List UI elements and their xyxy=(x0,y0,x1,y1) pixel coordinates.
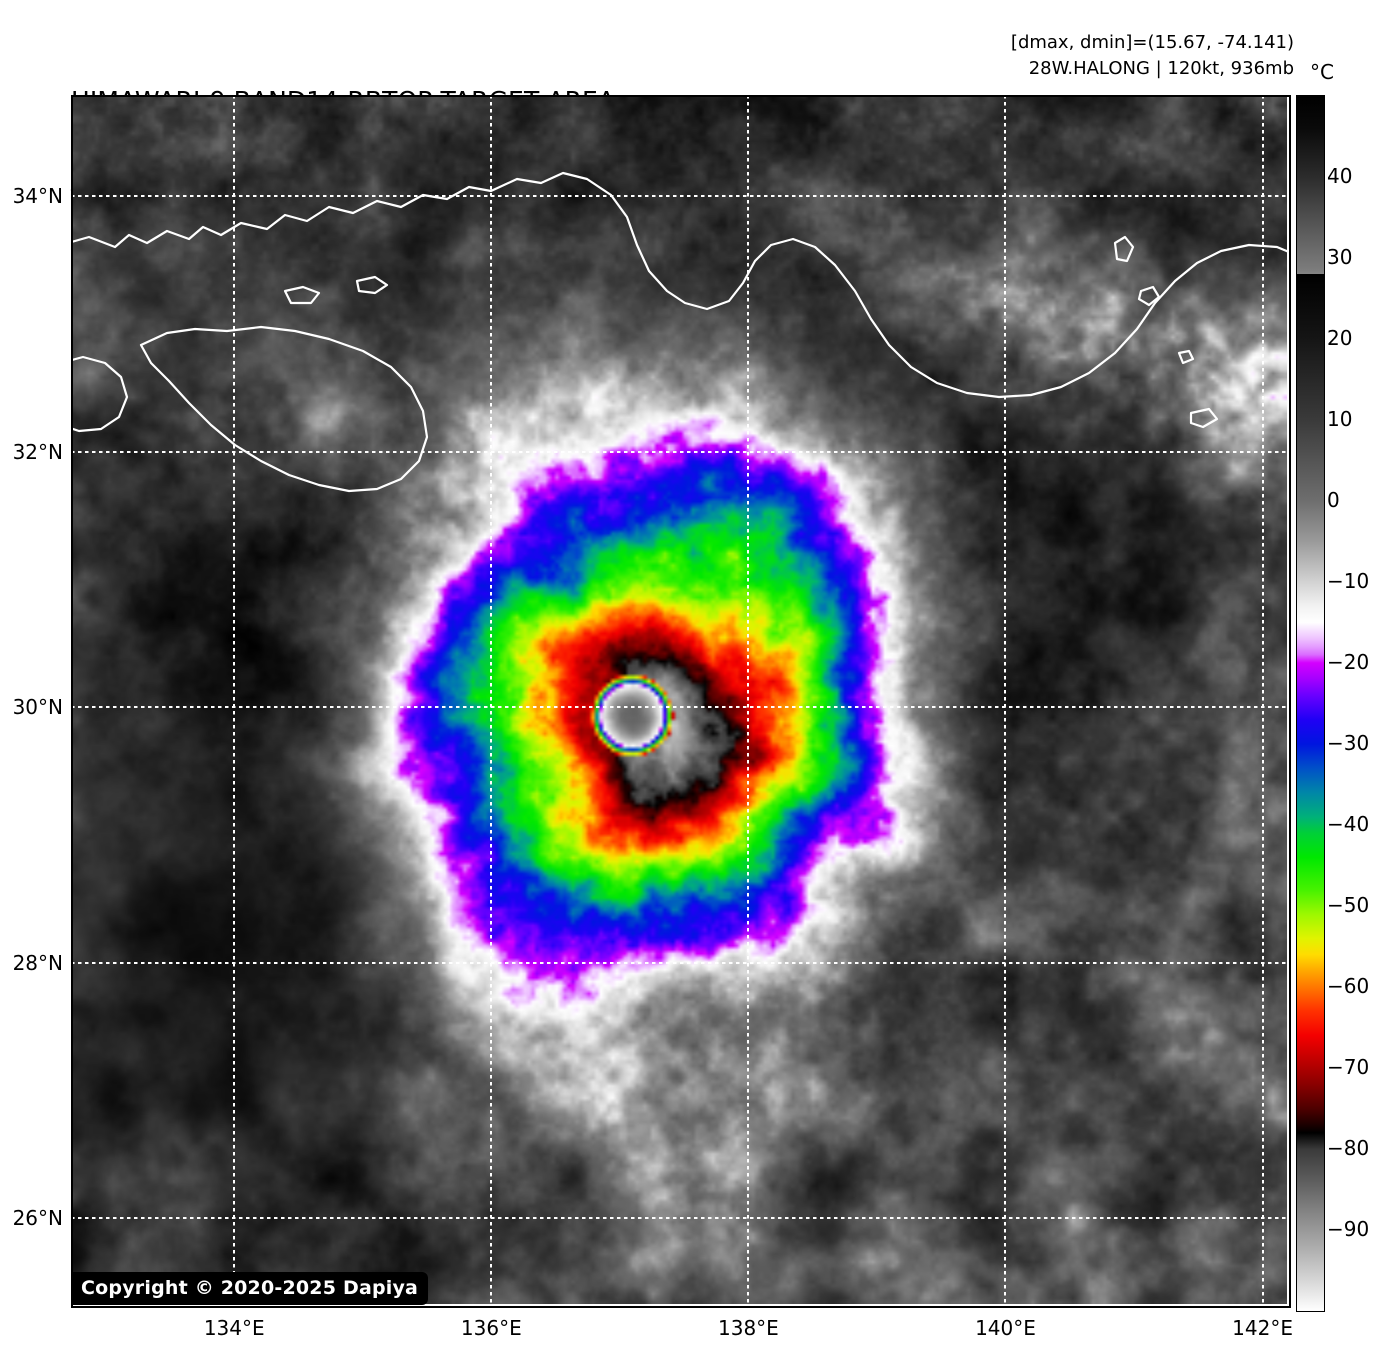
longitude-tick-label: 134°E xyxy=(203,1316,265,1340)
latitude-gridline xyxy=(71,961,1287,964)
coastline-path xyxy=(1113,235,1135,263)
longitude-tick-label: 136°E xyxy=(460,1316,522,1340)
latitude-gridline xyxy=(71,706,1287,709)
coastline-path xyxy=(1177,349,1195,365)
coastline-path xyxy=(71,355,129,433)
colorbar-tick-label: 0 xyxy=(1327,488,1340,512)
coastline-path xyxy=(1137,285,1161,307)
coastline-path xyxy=(139,325,429,493)
brightness-temperature-field xyxy=(71,95,1287,1304)
latitude-gridline xyxy=(71,194,1287,197)
copyright-banner-wrap: Copyright © 2020-2025 Dapiya xyxy=(0,1269,1390,1305)
latitude-tick-label: 28°N xyxy=(12,950,63,975)
storm-info-label: 28W.HALONG | 120kt, 936mb xyxy=(1028,58,1294,80)
longitude-gridline xyxy=(1261,95,1264,1304)
latitude-tick-label: 32°N xyxy=(12,439,63,464)
coastline-path xyxy=(1189,407,1219,429)
colorbar-tick-label: 10 xyxy=(1327,407,1353,431)
coastline-path xyxy=(1029,243,1287,397)
colorbar-tick-label: −20 xyxy=(1327,650,1370,674)
colorbar-tick-label: 20 xyxy=(1327,326,1353,350)
coastline-path xyxy=(283,285,321,305)
longitude-gridline xyxy=(747,95,750,1304)
longitude-axis: 134°E 136°E 138°E 140°E 142°E xyxy=(71,1316,1293,1346)
longitude-tick-label: 138°E xyxy=(718,1316,779,1340)
colorbar-rainbow-segment xyxy=(1297,274,1324,1311)
longitude-gridline xyxy=(1004,95,1007,1304)
colorbar-tick-label: −80 xyxy=(1327,1136,1370,1160)
colorbar-tick-label: −10 xyxy=(1327,569,1370,593)
colorbar-tick-label: 40 xyxy=(1327,164,1353,188)
colorbar xyxy=(1296,95,1325,1312)
colorbar-tick-label: 30 xyxy=(1327,245,1353,269)
satellite-image-plot xyxy=(71,95,1287,1304)
copyright-watermark: Copyright © 2020-2025 Dapiya xyxy=(71,1272,429,1305)
latitude-tick-label: 26°N xyxy=(12,1206,63,1231)
satellite-imagery-canvas xyxy=(71,95,1287,1304)
latitude-gridline xyxy=(71,1217,1287,1220)
colorbar-unit-label: °C xyxy=(1310,60,1334,84)
colorbar-tick-label: −50 xyxy=(1327,893,1370,917)
longitude-tick-label: 142°E xyxy=(1232,1316,1293,1340)
colorbar-tick-label: −40 xyxy=(1327,812,1370,836)
colorbar-tick-labels: 40 30 20 10 0 −10 −20 −30 −40 −50 −60 −70 −80 −90 xyxy=(1327,95,1387,1310)
dminmax-label: [dmax, dmin]=(15.67, -74.141) xyxy=(1010,32,1294,53)
coastline-path xyxy=(71,171,1033,399)
coastline-path xyxy=(355,275,389,295)
metadata-block: [dmax, dmin]=(15.67, -74.141) 28W.HALONG… xyxy=(1011,30,1294,82)
longitude-gridline xyxy=(233,95,236,1304)
colorbar-tick-label: −60 xyxy=(1327,974,1370,998)
longitude-tick-label: 140°E xyxy=(975,1316,1036,1340)
latitude-gridline xyxy=(71,450,1287,453)
longitude-gridline xyxy=(490,95,493,1304)
colorbar-tick-label: −90 xyxy=(1327,1217,1370,1241)
latitude-axis: 34°N 32°N 30°N 28°N 26°N xyxy=(0,95,64,1304)
colorbar-tick-label: −30 xyxy=(1327,731,1370,755)
colorbar-tick-label: −70 xyxy=(1327,1055,1370,1079)
colorbar-warm-gray-segment xyxy=(1297,96,1324,275)
latitude-tick-label: 30°N xyxy=(12,695,63,720)
latitude-tick-label: 34°N xyxy=(12,183,63,208)
